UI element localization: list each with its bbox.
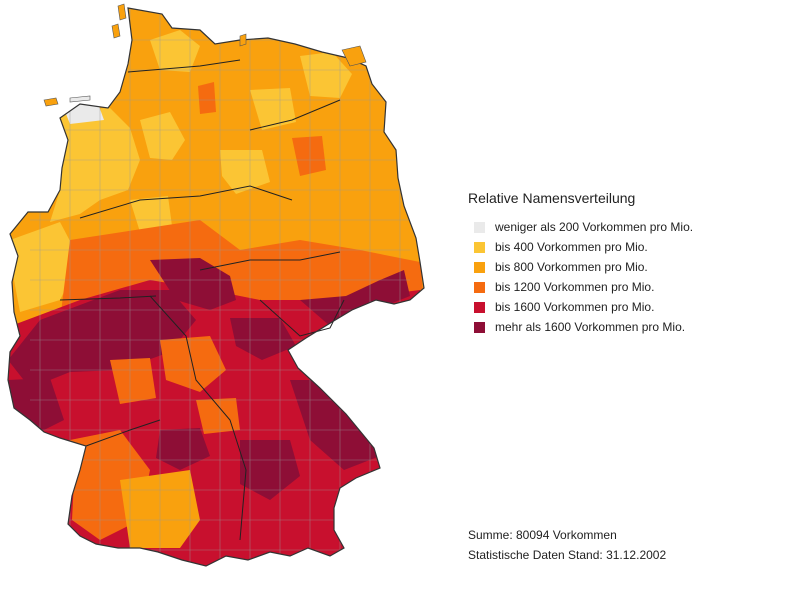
region-brandenburg-orange [292,136,326,176]
legend-swatch [474,261,485,273]
legend-swatch [474,241,485,253]
region-thuringia-darkred [230,318,296,360]
sum-text: Summe: 80094 Vorkommen [468,528,617,542]
germany-map [7,3,425,567]
region-mv-yellow-2 [250,88,296,130]
legend-swatch [474,221,485,233]
legend-label: bis 800 Vorkommen pro Mio. [495,260,648,274]
region-sachsen-darkred [300,270,410,326]
district-borders [30,8,410,566]
legend-rows: weniger als 200 Vorkommen pro Mio. bis 40… [468,217,788,337]
legend-label: mehr als 1600 Vorkommen pro Mio. [495,320,686,334]
region-bavaria-east-darkred [290,380,380,470]
legend-swatch [474,301,485,313]
region-nrw-yellow [10,222,80,312]
legend: Relative Namensverteilung weniger als 20… [468,190,788,337]
region-pfalz-orange [110,358,156,404]
region-hamburg-orange [198,82,216,114]
region-saar-darkred [8,378,64,432]
region-hessen-darkred [150,258,236,310]
region-hessen-north-yellow [130,196,172,232]
choropleth-map [7,3,425,567]
region-wuerttemberg-darkred [156,428,210,470]
region-northwest-yellow [50,108,140,222]
legend-swatch [474,321,485,333]
legend-item: bis 400 Vorkommen pro Mio. [468,237,788,257]
legend-label: bis 1600 Vorkommen pro Mio. [495,300,655,314]
footer: Summe: 80094 Vorkommen Statistische Date… [468,525,666,565]
data-date-text: Statistische Daten Stand: 31.12.2002 [468,548,667,562]
region-franken-orange [160,336,226,392]
region-bavaria-central-darkred [240,440,300,500]
legend-label: weniger als 200 Vorkommen pro Mio. [495,220,694,234]
legend-label: bis 400 Vorkommen pro Mio. [495,240,648,254]
legend-title: Relative Namensverteilung [468,190,636,206]
region-rlp-darkred [8,290,196,388]
region-central-yellow [220,150,270,194]
legend-swatch [474,281,485,293]
state-borders [59,59,345,541]
legend-item: bis 800 Vorkommen pro Mio. [468,257,788,277]
region-ansbach-orange [196,398,240,434]
region-bremen-area-yellow [140,112,185,160]
country-outline [7,7,425,567]
region-mv-yellow [300,52,352,98]
legend-label: bis 1200 Vorkommen pro Mio. [495,280,655,294]
legend-item: bis 1600 Vorkommen pro Mio. [468,297,788,317]
islands [43,3,367,107]
legend-item: weniger als 200 Vorkommen pro Mio. [468,217,788,237]
region-sh-yellow [150,30,200,72]
legend-item: mehr als 1600 Vorkommen pro Mio. [468,317,788,337]
legend-item: bis 1200 Vorkommen pro Mio. [468,277,788,297]
